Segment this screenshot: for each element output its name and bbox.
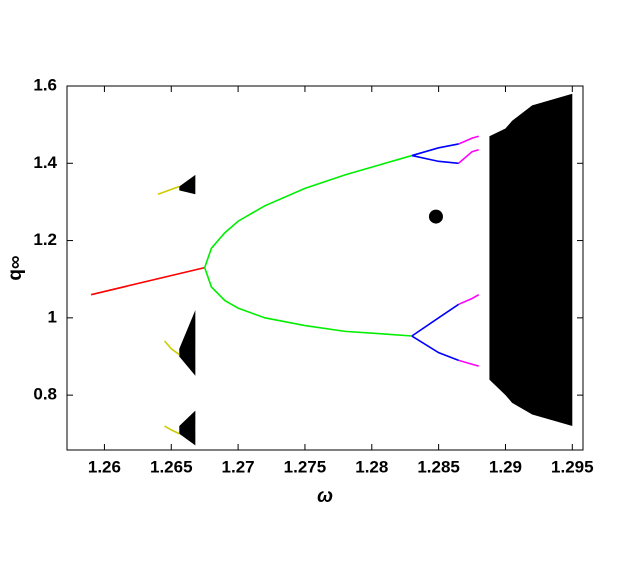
branch [203, 267, 412, 337]
branch [411, 154, 459, 165]
branch [90, 266, 205, 296]
chaotic-region [179, 174, 196, 195]
y-axis-label: q∞ [5, 255, 26, 280]
branch [458, 148, 479, 164]
x-tick-label: 1.27 [222, 457, 255, 476]
y-tick-label: 1 [48, 307, 57, 326]
y-tick-label: 0.8 [33, 385, 57, 404]
branch [164, 425, 180, 435]
branch [458, 359, 479, 367]
x-tick-label: 1.285 [417, 457, 460, 476]
x-tick-label: 1.275 [284, 457, 327, 476]
branch [203, 154, 413, 268]
chaotic-region [179, 310, 196, 376]
x-tick-label: 1.29 [489, 457, 522, 476]
branch [458, 135, 479, 145]
chaotic-region [179, 410, 196, 446]
x-tick-label: 1.26 [88, 457, 121, 476]
point [428, 209, 443, 224]
branch [411, 335, 459, 362]
x-tick-label: 1.28 [355, 457, 388, 476]
branch [458, 293, 480, 306]
y-tick-label: 1.2 [33, 230, 57, 249]
chaotic-region [489, 93, 573, 427]
x-axis-label: ω [317, 486, 333, 507]
branch [163, 340, 180, 356]
branch [157, 185, 180, 195]
x-tick-label: 1.295 [551, 457, 594, 476]
y-tick-label: 1.6 [33, 75, 57, 94]
x-tick-label: 1.265 [150, 457, 193, 476]
branch [411, 303, 460, 337]
branch [411, 143, 459, 157]
y-tick-label: 1.4 [33, 153, 57, 172]
plot-frame [66, 85, 584, 451]
